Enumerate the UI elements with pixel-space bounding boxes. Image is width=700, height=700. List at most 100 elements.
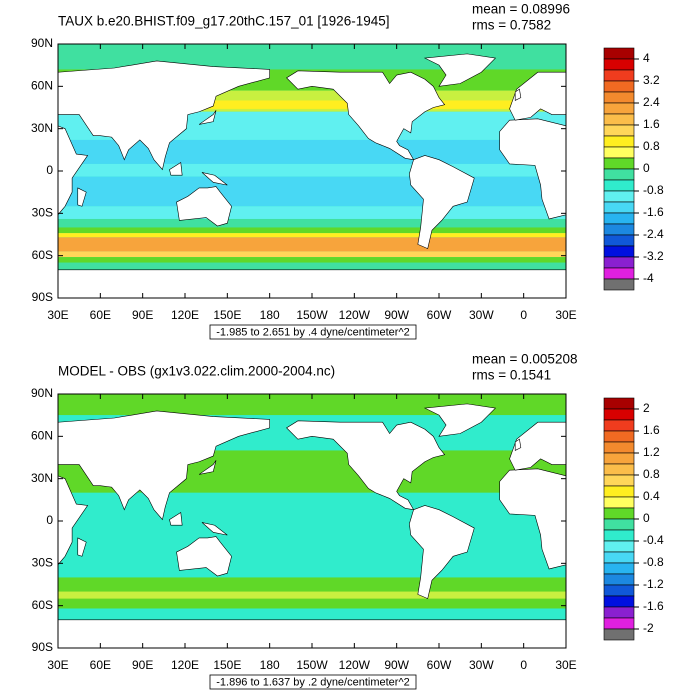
colorbar-box <box>603 168 635 181</box>
colorbar-label: -2.4 <box>643 227 664 241</box>
colorbar-box <box>603 397 635 410</box>
land <box>169 512 183 526</box>
colorbar-box <box>603 102 635 115</box>
land <box>514 88 522 101</box>
colorbar-label: 3.2 <box>643 73 660 87</box>
lon-label: 90W <box>384 658 409 672</box>
colorbar-label: -1.6 <box>643 599 664 613</box>
colorbar-label: -2 <box>643 621 654 635</box>
land <box>509 71 567 121</box>
lat-label: 60S <box>32 598 53 612</box>
colorbar-box <box>603 584 635 597</box>
land <box>423 53 497 87</box>
lat-label: 30S <box>32 556 53 570</box>
colorbar-box <box>603 58 635 71</box>
land <box>169 162 183 176</box>
field-band <box>58 218 566 228</box>
colorbar-label: 2.4 <box>643 95 660 109</box>
lon-label: 60W <box>427 308 452 322</box>
rms-stat: rms = 0.7582 <box>472 18 551 33</box>
land <box>176 186 232 227</box>
field-band <box>58 206 566 219</box>
info-text: -1.985 to 2.651 by .4 dyne/centimeter^2 <box>216 326 410 338</box>
field-band <box>58 139 566 164</box>
colorbar-label: 0.8 <box>643 467 660 481</box>
colorbar-box <box>603 507 635 520</box>
colorbar-label: -3.2 <box>643 249 664 263</box>
field-band <box>58 591 566 599</box>
mean-stat: mean = 0.08996 <box>472 2 570 17</box>
colorbar-label: 0.4 <box>643 489 660 503</box>
colorbar-box <box>603 157 635 170</box>
colorbar-label: -0.4 <box>643 533 664 547</box>
lon-label: 30E <box>47 308 68 322</box>
lat-label: 90S <box>32 640 53 654</box>
lon-label: 90E <box>132 308 153 322</box>
panel-title: TAUX b.e20.BHIST.f09_g17.20thC.157_01 [1… <box>58 14 389 29</box>
colorbar-box <box>603 463 635 476</box>
land <box>423 403 497 437</box>
lat-label: 90N <box>31 36 53 50</box>
mean-stat: mean = 0.005208 <box>472 352 577 367</box>
field-band <box>58 237 566 252</box>
colorbar-box <box>603 80 635 93</box>
field-band <box>58 163 566 177</box>
lat-label: 30N <box>31 471 53 485</box>
lat-label: 0 <box>46 513 53 527</box>
colorbar-label: -1.6 <box>643 205 664 219</box>
colorbar-label: -4 <box>643 271 654 285</box>
lat-label: 60N <box>31 429 53 443</box>
colorbar-box <box>603 606 635 619</box>
colorbar-label: 0 <box>643 511 650 525</box>
colorbar-box <box>603 113 635 126</box>
land <box>286 420 446 511</box>
land <box>409 505 475 600</box>
lon-label: 30E <box>555 658 576 672</box>
lat-label: 60N <box>31 79 53 93</box>
land <box>57 60 270 171</box>
land <box>499 118 567 220</box>
colorbar-label: -0.8 <box>643 183 664 197</box>
land <box>201 522 228 536</box>
lat-label: 90N <box>31 386 53 400</box>
lat-label: 30S <box>32 206 53 220</box>
colorbar-box <box>603 91 635 104</box>
land <box>509 421 567 471</box>
field-band <box>58 608 566 623</box>
field-band <box>58 251 566 258</box>
colorbar-box <box>603 267 635 280</box>
land <box>57 475 89 566</box>
lon-label: 60W <box>427 658 452 672</box>
field-band <box>58 233 566 238</box>
lon-label: 180 <box>260 308 280 322</box>
lat-label: 90S <box>32 290 53 304</box>
lon-label: 180 <box>260 658 280 672</box>
lon-label: 90E <box>132 658 153 672</box>
land <box>198 110 217 125</box>
land <box>57 410 270 521</box>
colorbar-label: 1.2 <box>643 445 660 459</box>
lon-label: 30W <box>469 308 494 322</box>
lon-label: 30W <box>469 658 494 672</box>
colorbar-box <box>603 69 635 82</box>
land <box>77 187 87 207</box>
field-band <box>58 227 566 234</box>
lon-label: 120E <box>171 308 199 322</box>
land <box>201 172 228 186</box>
lon-label: 150E <box>213 658 241 672</box>
map-panel: TAUX b.e20.BHIST.f09_g17.20thC.157_01 [1… <box>31 2 664 340</box>
lon-label: 150W <box>296 308 328 322</box>
colorbar-box <box>603 529 635 542</box>
colorbar-box <box>603 628 635 641</box>
colorbar-label: -1.2 <box>643 577 664 591</box>
colorbar-label: 1.6 <box>643 117 660 131</box>
colorbar-box <box>603 551 635 564</box>
land <box>514 438 522 451</box>
colorbar-box <box>603 573 635 586</box>
colorbar-box <box>603 496 635 509</box>
colorbar-box <box>603 223 635 236</box>
field-band <box>58 257 566 263</box>
info-text: -1.896 to 1.637 by .2 dyne/centimeter^2 <box>216 676 410 688</box>
lat-label: 60S <box>32 248 53 262</box>
colorbar-box <box>603 474 635 487</box>
